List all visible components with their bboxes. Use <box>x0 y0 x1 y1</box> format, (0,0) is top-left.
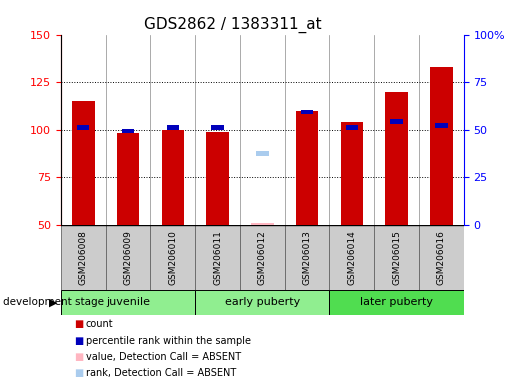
Bar <box>166 125 179 130</box>
Bar <box>296 111 319 225</box>
Bar <box>346 125 358 130</box>
Text: ■: ■ <box>74 352 83 362</box>
Bar <box>151 225 195 290</box>
Bar <box>251 223 273 225</box>
Bar <box>330 225 374 290</box>
Text: value, Detection Call = ABSENT: value, Detection Call = ABSENT <box>86 352 241 362</box>
Text: juvenile: juvenile <box>106 297 150 308</box>
Text: GSM206008: GSM206008 <box>79 230 88 285</box>
Bar <box>285 225 330 290</box>
Text: GSM206009: GSM206009 <box>123 230 132 285</box>
Bar <box>72 101 94 225</box>
Bar <box>330 290 464 315</box>
Bar <box>240 225 285 290</box>
Bar <box>61 225 105 290</box>
Bar <box>122 129 134 133</box>
Text: development stage: development stage <box>3 297 104 308</box>
Text: ■: ■ <box>74 336 83 346</box>
Bar <box>301 110 313 114</box>
Bar <box>195 290 330 315</box>
Text: count: count <box>86 319 113 329</box>
Bar <box>435 123 447 128</box>
Bar <box>61 290 195 315</box>
Text: GSM206010: GSM206010 <box>169 230 178 285</box>
Bar <box>391 119 403 124</box>
Text: rank, Detection Call = ABSENT: rank, Detection Call = ABSENT <box>86 368 236 378</box>
Text: ■: ■ <box>74 319 83 329</box>
Bar <box>162 130 184 225</box>
Text: GSM206016: GSM206016 <box>437 230 446 285</box>
Bar <box>256 151 269 156</box>
Text: ▶: ▶ <box>49 297 57 308</box>
Bar <box>211 125 224 130</box>
Bar <box>206 131 229 225</box>
Bar <box>374 225 419 290</box>
Bar <box>341 122 363 225</box>
Text: GSM206013: GSM206013 <box>303 230 312 285</box>
Text: GSM206014: GSM206014 <box>347 230 356 285</box>
Text: early puberty: early puberty <box>225 297 300 308</box>
Bar <box>105 225 151 290</box>
Text: GDS2862 / 1383311_at: GDS2862 / 1383311_at <box>144 17 322 33</box>
Text: later puberty: later puberty <box>360 297 433 308</box>
Bar <box>385 92 408 225</box>
Bar <box>117 133 139 225</box>
Bar <box>419 225 464 290</box>
Text: GSM206011: GSM206011 <box>213 230 222 285</box>
Bar <box>430 67 453 225</box>
Text: GSM206015: GSM206015 <box>392 230 401 285</box>
Text: GSM206012: GSM206012 <box>258 230 267 285</box>
Text: ■: ■ <box>74 368 83 378</box>
Text: percentile rank within the sample: percentile rank within the sample <box>86 336 251 346</box>
Bar <box>195 225 240 290</box>
Bar <box>77 125 90 130</box>
